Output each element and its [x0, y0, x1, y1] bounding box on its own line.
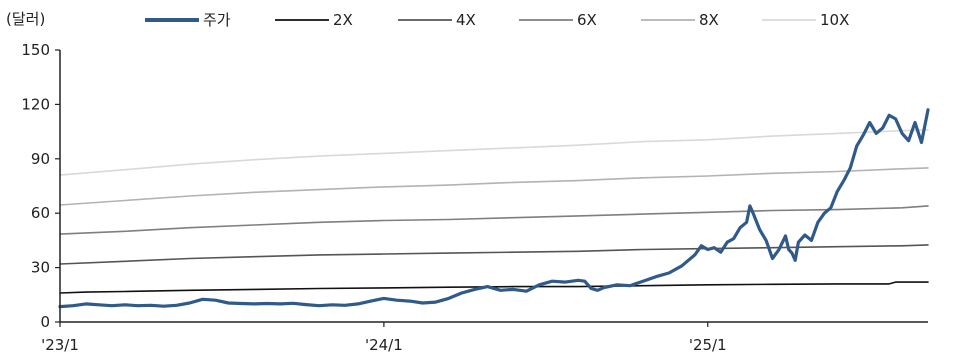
y-tick-label: 120 — [21, 95, 50, 113]
y-tick-label: 0 — [40, 313, 50, 331]
y-tick-label: 150 — [21, 41, 50, 59]
y-tick-label: 60 — [31, 204, 50, 222]
unit-label: (달러) — [6, 10, 45, 28]
series-line-10x — [59, 129, 929, 176]
x-tick-label: '25/1 — [689, 336, 727, 354]
series-line-price — [58, 108, 930, 309]
y-tick-label: 90 — [31, 150, 50, 168]
series-line-8x — [59, 167, 929, 206]
x-tick-label: '23/1 — [41, 336, 79, 354]
x-axis-ticks: '23/1 '24/1 '25/1 — [41, 322, 727, 354]
y-tick-label: 30 — [31, 259, 50, 277]
series-line-2x — [59, 281, 929, 294]
y-axis-ticks: 0 30 60 90 120 150 — [21, 41, 60, 331]
legend-label: 주가 — [203, 11, 231, 29]
legend: 주가 2X 4X 6X 8X 10X — [145, 11, 849, 29]
legend-label: 4X — [456, 11, 476, 29]
series-lines — [58, 108, 930, 309]
legend-label: 6X — [577, 11, 597, 29]
series-line-4x — [59, 244, 929, 265]
legend-label: 8X — [699, 11, 719, 29]
legend-label: 10X — [820, 11, 849, 29]
series-line-6x — [59, 205, 929, 235]
x-tick-label: '24/1 — [365, 336, 403, 354]
legend-label: 2X — [333, 11, 353, 29]
